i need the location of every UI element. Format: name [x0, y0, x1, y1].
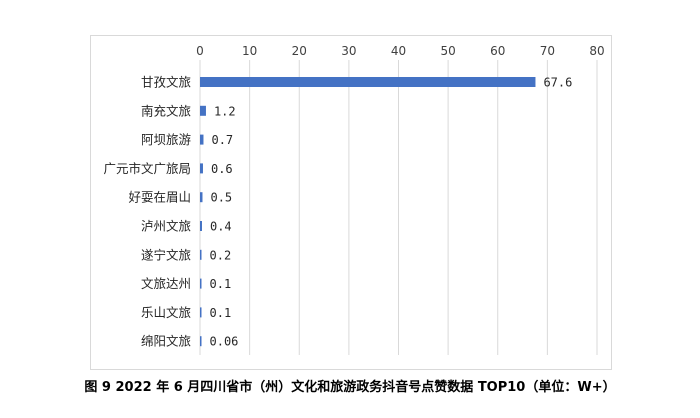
category-label-6: 遂宁文旅	[141, 247, 191, 262]
value-label-3: 0.6	[211, 162, 233, 176]
value-label-8: 0.1	[210, 306, 232, 320]
category-label-5: 泸州文旅	[141, 219, 191, 234]
category-label-4: 好耍在眉山	[128, 190, 191, 205]
bar-8	[200, 307, 202, 318]
value-label-4: 0.5	[210, 191, 232, 205]
x-tick-label-0: 0	[196, 44, 204, 58]
category-label-7: 文旅达州	[141, 276, 191, 291]
x-tick-label-8: 80	[589, 44, 604, 58]
category-label-0: 甘孜文旅	[141, 75, 191, 90]
value-label-6: 0.2	[210, 248, 232, 262]
value-label-7: 0.1	[210, 277, 232, 291]
category-label-9: 绵阳文旅	[141, 334, 191, 349]
bar-5	[200, 221, 202, 231]
value-label-9: 0.06	[210, 335, 239, 349]
bar-4	[200, 192, 203, 203]
x-tick-label-2: 20	[292, 44, 307, 58]
value-label-0: 67.6	[543, 76, 572, 90]
category-label-8: 乐山文旅	[141, 305, 191, 320]
category-label-1: 南充文旅	[141, 103, 191, 118]
x-tick-label-3: 30	[341, 44, 356, 58]
x-tick-label-7: 70	[540, 44, 555, 58]
value-label-5: 0.4	[210, 220, 232, 234]
category-label-3: 广元市文广旅局	[103, 161, 191, 176]
x-tick-label-4: 40	[391, 44, 406, 58]
chart-frame	[90, 35, 612, 370]
x-tick-label-1: 10	[242, 44, 257, 58]
x-tick-label-5: 50	[440, 44, 455, 58]
bar-3	[200, 163, 203, 174]
chart-caption: 图 9 2022 年 6 月四川省市（州）文化和旅游政务抖音号点赞数据 TOP1…	[84, 380, 616, 395]
bar-2	[200, 134, 204, 145]
value-label-2: 0.7	[211, 133, 233, 147]
value-label-1: 1.2	[214, 104, 236, 118]
bar-6	[200, 249, 202, 260]
category-label-2: 阿坝旅游	[141, 132, 192, 147]
bar-0	[200, 77, 536, 87]
bar-9	[200, 336, 202, 347]
x-tick-label-6: 60	[490, 44, 505, 58]
bar-7	[200, 278, 202, 289]
bar-1	[200, 105, 206, 116]
bar-chart: 0 10 20 30 40 50 60 70 80 甘孜文旅 67.6 南充文旅 1.2 阿坝旅游 0.7 广…	[103, 44, 605, 355]
